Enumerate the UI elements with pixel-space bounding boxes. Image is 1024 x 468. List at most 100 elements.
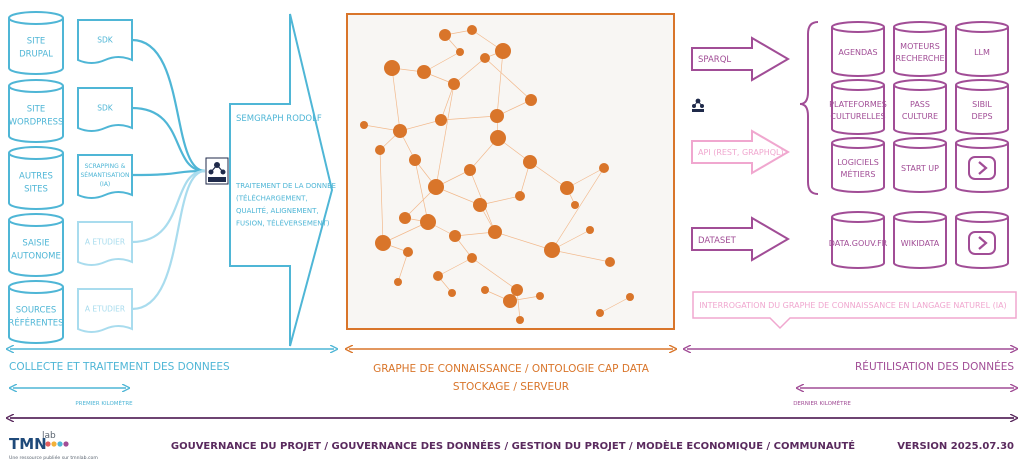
cylinder-top [893,79,947,91]
graph-edge [494,231,553,251]
connector-4: A ETUDIER [77,288,133,333]
cylinder-body [8,153,64,210]
connector-doc-shape [77,288,133,333]
section-collect-title: COLLECTE ET TRAITEMENT DES DONNEES [9,361,230,373]
semgraph-desc-line: TRAITEMENT DE LA DONNÉE [235,181,336,190]
source-label: RÉFÉRENTES [8,316,63,328]
source-flow-curves [131,38,206,311]
graph-edge [496,50,504,117]
rdf-logo-icon [205,157,229,185]
dataset-label: DATASET [698,236,737,246]
reuser-label: RECHERCHE [895,54,944,63]
cylinder-top [8,11,64,25]
graph-edge [566,167,605,189]
more-button-frame[interactable] [968,231,996,255]
dataset-0: DATA.GOUV.FR [829,211,888,269]
graph-edge [529,161,568,189]
graph-node [544,242,560,258]
graph-edge [551,167,605,251]
cylinder-body [831,143,885,193]
reuser-label: SIBIL [972,100,992,109]
cylinder-body [831,217,885,269]
reuser-4: PASS CULTURE [893,79,947,135]
reuser-7: START UP [893,137,947,193]
source-database-1: SITE WORDPRESS [8,79,64,143]
nl-query-banner: INTERROGATION DU GRAPHE DE CONNAISSANCE … [692,291,1017,330]
chevron-right-icon[interactable] [978,236,988,250]
cylinder-body [955,27,1009,77]
graph-node [448,289,456,297]
reuser-2: LLM [955,21,1009,77]
source-database-0: SITE DRUPAL [8,11,64,75]
reuser-label: DATA.GOUV.FR [829,239,888,248]
cylinder-body [893,217,947,269]
connector-3: A ETUDIER [77,221,133,266]
graph-node [375,235,391,251]
connector-doc-shape [77,154,133,199]
section-reuse-title: RÉUTILISATION DES DONNÉES [855,360,1014,373]
graph-edge [391,67,401,132]
cylinder-top [893,211,947,223]
connector-label: SDK [97,36,114,45]
connector-label: SCRAPPING & [85,163,126,170]
graph-node [393,124,407,138]
graph-node [473,198,487,212]
reusers-grid: AGENDAS MOTEURS RECHERCHE LLM PLATEFORMES CUL… [829,21,1009,193]
source-database-2: AUTRES SITES [8,146,64,210]
graph-node [490,130,506,146]
graph-node [384,60,400,76]
cylinder-top [831,21,885,33]
reuser-label: START UP [901,164,939,173]
logo-dot-3 [57,441,63,447]
reuser-0: AGENDAS [831,21,885,77]
graph-node [399,212,411,224]
sparql-logo-icon [691,97,705,113]
graph-edge [471,257,518,291]
reuser-label: AGENDAS [838,48,877,57]
cylinder-body [831,27,885,77]
cylinder-body [893,85,947,135]
graph-node [456,48,464,56]
more-button-frame[interactable] [968,156,996,180]
reuser-label: PASS [910,100,930,109]
reuser-label: CULTURE [902,112,938,121]
connector-label: A ETUDIER [85,305,125,314]
connector-doc-shape [77,19,133,64]
cylinder-top [8,213,64,227]
graph-node [360,121,368,129]
flow-curve [131,169,206,177]
graph-node [449,230,461,242]
graph-node [394,278,402,286]
graph-node [495,43,511,59]
graph-node [596,309,604,317]
logo-dot-4 [63,441,69,447]
graph-node [417,65,431,79]
reuser-label: DEPS [971,112,992,121]
connector-label: (IA) [100,181,111,188]
section-graph-title: GRAPHE DE CONNAISSANCE / ONTOLOGIE CAP D… [373,363,650,375]
graph-edge [551,249,611,263]
cylinder-body [955,85,1009,135]
reuser-label: CULTURELLES [830,112,885,121]
tmnlab-logo: lab TMN Une ressource publiée sur tmnlab… [9,431,98,461]
graph-edge [379,149,384,244]
governance-text: GOUVERNANCE DU PROJET / GOUVERNANCE DES … [171,439,855,452]
graph-edge [435,83,455,188]
graph-edge [382,221,429,244]
connector-label: A ETUDIER [85,238,125,247]
cylinder-top [955,21,1009,33]
cylinder-body [831,85,885,135]
semgraph-desc-line: FUSION, TÉLÉVERSEMENT) [236,219,330,228]
cylinder-body [893,143,947,193]
source-label: WORDPRESS [9,117,64,127]
cylinder-top [8,79,64,93]
flow-curve [131,38,206,173]
source-label: SITE [27,104,45,114]
graph-node [375,145,385,155]
chevron-right-icon[interactable] [978,161,988,175]
flow-curve [131,169,206,311]
nl-query-label: INTERROGATION DU GRAPHE DE CONNAISSANCE … [699,301,1006,310]
